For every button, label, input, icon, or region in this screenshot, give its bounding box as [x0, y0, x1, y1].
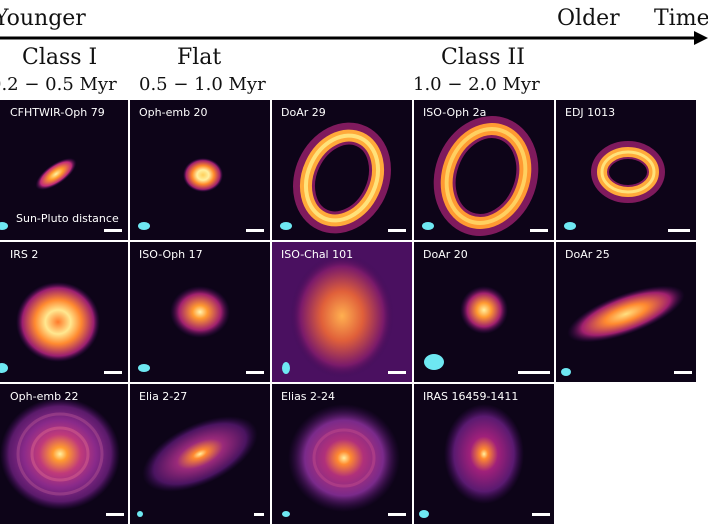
disk-image: [422, 116, 548, 236]
timeline-arrow: [0, 31, 708, 45]
disk-image: [0, 282, 122, 374]
disk-panel-elias-2-24: Elias 2-24: [272, 384, 412, 524]
disk-panel-oph-emb-22: Oph-emb 22: [0, 384, 128, 524]
class-i-label: Class I: [22, 45, 98, 70]
disk-image: [137, 416, 264, 517]
disk-panel-iso-oph-2a: ISO-Oph 2a: [414, 100, 554, 240]
panel-label: IRAS 16459-1411: [423, 390, 519, 403]
disk-image: [424, 286, 550, 374]
panel-label: ISO-Chal 101: [281, 248, 354, 261]
disk-panel-edj-1013: EDJ 1013: [556, 100, 696, 240]
disk-image: [282, 404, 406, 517]
disk-panel-doar-20: DoAr 20: [414, 242, 554, 382]
disk-panel-irs-2: IRS 2: [0, 242, 128, 382]
disk-image: [419, 404, 550, 518]
flat-age: 0.5 − 1.0 Myr: [139, 74, 266, 95]
class-ii-label: Class II: [441, 45, 525, 70]
disk-image: [561, 285, 692, 376]
disk-panel-cfhtwir-oph-79: CFHTWIR-Oph 79 Sun-Pluto distance: [0, 100, 128, 240]
panel-label: DoAr 20: [423, 248, 468, 261]
disk-panel-doar-29: DoAr 29: [272, 100, 412, 240]
disk-panel-iras-16459-1411: IRAS 16459-1411: [414, 384, 554, 524]
disk-image: [0, 398, 124, 516]
disk-image: [564, 141, 690, 232]
panel-label: EDJ 1013: [565, 106, 616, 119]
younger-label: Younger: [0, 6, 86, 31]
panel-label: Elias 2-24: [281, 390, 335, 403]
scale-note: Sun-Pluto distance: [16, 212, 119, 225]
panel-label: ISO-Oph 2a: [423, 106, 487, 119]
disk-image: [0, 157, 122, 232]
panel-label: Oph-emb 22: [10, 390, 79, 403]
disk-panel-iso-oph-17: ISO-Oph 17: [130, 242, 270, 382]
disk-image: [280, 122, 406, 234]
disk-image: [138, 286, 264, 374]
panel-label: Oph-emb 20: [139, 106, 208, 119]
panel-label: DoAr 25: [565, 248, 610, 261]
panel-label: DoAr 29: [281, 106, 326, 119]
disk-panel-doar-25: DoAr 25: [556, 242, 696, 382]
panel-label: Elia 2-27: [139, 390, 188, 403]
disk-panel-elia-2-27: Elia 2-27: [130, 384, 270, 524]
disk-panel-iso-chal-101: ISO-Chal 101: [272, 242, 412, 382]
class-ii-age: 1.0 − 2.0 Myr: [413, 74, 540, 95]
time-axis-label: Time: [654, 6, 708, 31]
disk-image: [272, 242, 412, 382]
panel-label: IRS 2: [10, 248, 39, 261]
panel-label: ISO-Oph 17: [139, 248, 203, 261]
disk-image: [138, 158, 264, 232]
class-i-age: 0.2 − 0.5 Myr: [0, 74, 117, 95]
older-label: Older: [557, 6, 620, 31]
panel-label: CFHTWIR-Oph 79: [10, 106, 105, 119]
disk-panel-oph-emb-20: Oph-emb 20: [130, 100, 270, 240]
flat-label: Flat: [177, 45, 222, 70]
